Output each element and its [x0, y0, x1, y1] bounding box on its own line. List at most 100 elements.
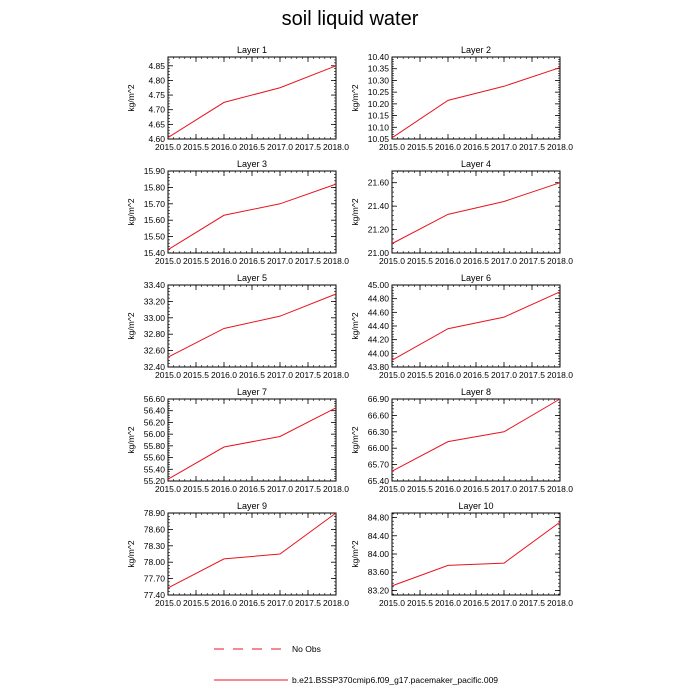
panel-title: Layer 9	[237, 501, 267, 511]
x-tick-label: 2016.0	[211, 142, 237, 152]
y-axis-label: kg/m^2	[126, 426, 136, 453]
x-tick-label: 2015.0	[155, 484, 181, 494]
y-tick-label: 10.20	[368, 99, 390, 109]
x-tick-label: 2016.0	[211, 370, 237, 380]
x-tick-label: 2018.0	[547, 484, 573, 494]
y-tick-label: 56.60	[144, 394, 166, 404]
legend: No Obs b.e21.BSSP370cmip6.f09_g17.pacemak…	[214, 644, 498, 685]
x-tick-label: 2018.0	[547, 598, 573, 608]
x-tick-label: 2016.5	[463, 484, 489, 494]
x-tick-label: 2016.0	[211, 598, 237, 608]
x-tick-label: 2016.5	[463, 142, 489, 152]
plot-frame	[391, 284, 561, 368]
x-tick-label: 2017.0	[491, 142, 517, 152]
y-tick-label: 56.20	[144, 417, 166, 427]
x-tick-label: 2015.5	[183, 370, 209, 380]
series-line	[391, 521, 561, 587]
x-tick-label: 2017.0	[491, 484, 517, 494]
series-line	[391, 182, 561, 245]
y-tick-label: 44.60	[368, 307, 390, 317]
x-tick-label: 2016.5	[239, 598, 265, 608]
y-tick-label: 44.00	[368, 348, 390, 358]
y-tick-label: 4.75	[148, 90, 165, 100]
y-tick-label: 32.80	[144, 329, 166, 339]
y-tick-label: 83.60	[368, 567, 390, 577]
y-tick-label: 32.60	[144, 346, 166, 356]
x-tick-label: 2018.0	[547, 256, 573, 266]
y-tick-label: 10.15	[368, 111, 390, 121]
panel-layer-9: Layer 9 77.40 77.70 78.00 78.30 78.60 78.90 201…	[126, 501, 349, 608]
y-tick-label: 15.90	[144, 166, 166, 176]
y-axis-label: kg/m^2	[350, 540, 360, 567]
panel-title: Layer 1	[237, 45, 267, 55]
y-tick-label: 44.20	[368, 335, 390, 345]
y-tick-label: 15.50	[144, 232, 166, 242]
panel-title: Layer 3	[237, 159, 267, 169]
x-tick-label: 2016.0	[435, 256, 461, 266]
y-tick-label: 44.40	[368, 321, 390, 331]
y-tick-label: 65.40	[368, 476, 390, 486]
x-tick-label: 2017.0	[491, 370, 517, 380]
y-tick-label: 33.40	[144, 280, 166, 290]
x-tick-label: 2016.0	[435, 142, 461, 152]
x-tick-label: 2017.5	[519, 142, 545, 152]
x-tick-label: 2018.0	[323, 484, 349, 494]
x-tick-label: 2016.5	[239, 484, 265, 494]
y-tick-label: 4.65	[148, 119, 165, 129]
x-tick-label: 2017.5	[295, 142, 321, 152]
y-tick-label: 43.80	[368, 362, 390, 372]
x-tick-label: 2015.0	[155, 370, 181, 380]
y-axis-label: kg/m^2	[126, 540, 136, 567]
y-tick-label: 77.70	[144, 574, 166, 584]
y-tick-label: 78.60	[144, 524, 166, 534]
series-line	[391, 398, 561, 472]
x-tick-label: 2017.0	[267, 484, 293, 494]
y-tick-label: 84.40	[368, 531, 390, 541]
y-tick-label: 84.00	[368, 549, 390, 559]
panel-title: Layer 5	[237, 273, 267, 283]
y-tick-label: 45.00	[368, 280, 390, 290]
x-tick-label: 2017.0	[267, 142, 293, 152]
y-axis-label: kg/m^2	[126, 84, 136, 111]
y-axis-label: kg/m^2	[126, 312, 136, 339]
y-tick-label: 4.80	[148, 75, 165, 85]
series-line	[167, 407, 337, 480]
x-tick-label: 2018.0	[547, 370, 573, 380]
panel-layer-2: Layer 210.0510.1010.1510.2010.2510.3010.…	[350, 45, 573, 152]
y-tick-label: 66.30	[368, 427, 390, 437]
panel-title: Layer 4	[461, 159, 491, 169]
x-tick-label: 2015.5	[407, 598, 433, 608]
y-tick-label: 55.40	[144, 464, 166, 474]
x-tick-label: 2015.5	[407, 142, 433, 152]
x-tick-label: 2017.5	[519, 484, 545, 494]
x-tick-label: 2017.0	[267, 598, 293, 608]
y-tick-label: 21.40	[368, 201, 390, 211]
y-tick-label: 33.00	[144, 313, 166, 323]
y-tick-label: 55.80	[144, 441, 166, 451]
y-tick-label: 78.30	[144, 541, 166, 551]
y-tick-label: 4.70	[148, 105, 165, 115]
panel-title: Layer 10	[458, 501, 493, 511]
y-tick-label: 21.20	[368, 225, 390, 235]
y-tick-label: 10.30	[368, 75, 390, 85]
series-line	[167, 293, 337, 358]
plot-frame	[391, 56, 561, 140]
x-tick-label: 2017.5	[295, 370, 321, 380]
y-tick-label: 15.70	[144, 199, 166, 209]
panel-layer-8: Layer 8 65.40 65.70 66.00 66.30 66.60 66.90 201…	[350, 387, 573, 494]
y-tick-label: 21.00	[368, 248, 390, 258]
x-tick-label: 2015.0	[379, 484, 405, 494]
y-tick-label: 66.90	[368, 394, 390, 404]
panel-layer-6: Layer 6 43.80 44.00 44.20 44.40 44.60 44.80 45.…	[350, 273, 573, 380]
y-tick-label: 4.85	[148, 61, 165, 71]
series-line	[391, 291, 561, 361]
x-tick-label: 2015.5	[407, 370, 433, 380]
y-tick-label: 55.20	[144, 476, 166, 486]
x-tick-label: 2017.0	[491, 256, 517, 266]
plot-frame	[167, 512, 337, 596]
y-tick-label: 10.40	[368, 52, 390, 62]
series-line	[167, 65, 337, 138]
x-tick-label: 2015.5	[183, 598, 209, 608]
